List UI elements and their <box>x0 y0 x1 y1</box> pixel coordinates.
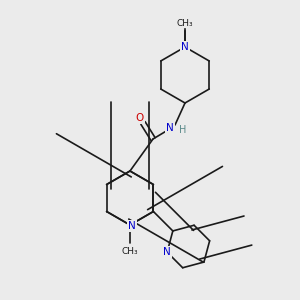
Text: H: H <box>179 125 187 135</box>
Text: N: N <box>163 247 171 257</box>
Text: CH₃: CH₃ <box>122 247 138 256</box>
Text: N: N <box>181 42 189 52</box>
Text: CH₃: CH₃ <box>177 19 193 28</box>
Text: N: N <box>128 221 136 231</box>
Text: O: O <box>136 113 144 123</box>
Text: N: N <box>166 123 174 133</box>
